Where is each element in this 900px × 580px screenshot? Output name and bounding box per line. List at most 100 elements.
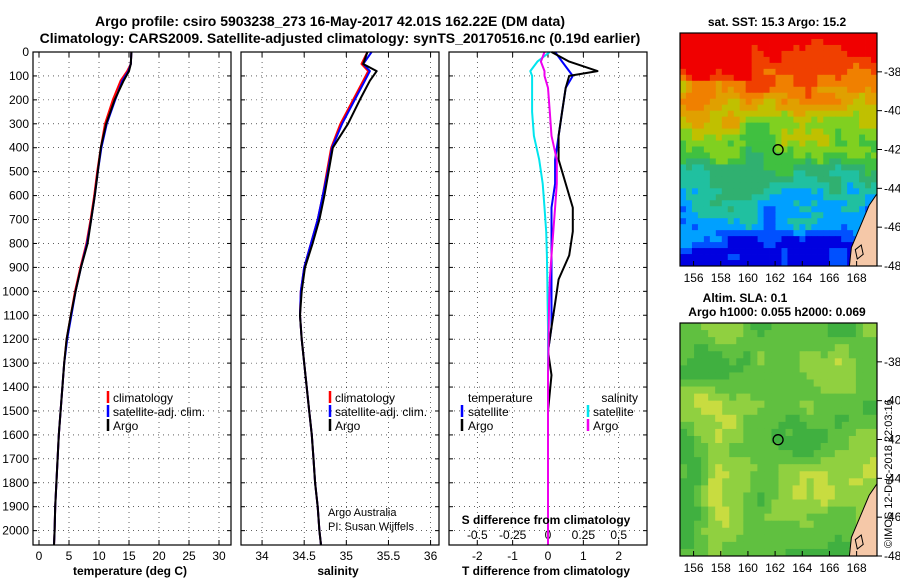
map-cell (820, 421, 829, 430)
map-cell (853, 62, 860, 70)
map-cell (865, 50, 872, 58)
map-cell (820, 513, 829, 522)
map-cell (813, 471, 822, 479)
map-cell (827, 471, 836, 479)
map-cell (834, 435, 843, 444)
map-cell (805, 182, 812, 189)
map-cell (823, 254, 830, 261)
map-cell (680, 68, 687, 76)
map-cell (709, 80, 717, 88)
map-cell (708, 358, 716, 366)
map-cell (745, 134, 753, 141)
map-cell (778, 471, 786, 479)
map-cell (757, 337, 765, 345)
map-cell (871, 38, 878, 46)
map-cell (841, 116, 848, 124)
map-cell (703, 236, 711, 243)
map-cell (736, 414, 744, 423)
map-cell (775, 80, 782, 88)
map-cell (817, 50, 824, 58)
map-cell (847, 248, 854, 255)
map-cell (769, 80, 776, 88)
map-cell (715, 323, 723, 331)
s-difference-xlabel: S difference from climatology (462, 513, 631, 527)
map-cell (865, 110, 872, 118)
map-cell (736, 541, 744, 550)
map-cell (708, 351, 716, 359)
map-cell (733, 242, 741, 249)
map-cell (853, 218, 860, 225)
map-cell (835, 212, 842, 219)
map-cell (745, 236, 753, 243)
map-cell (715, 62, 723, 70)
map-cell (691, 110, 699, 118)
map-cell (775, 110, 782, 118)
map-cell (805, 44, 812, 52)
map-cell (871, 146, 878, 153)
map-cell (739, 140, 747, 147)
map-cell (841, 386, 850, 395)
map-cell (847, 152, 854, 159)
legend-satellite-label: satellite-adj. clim. (113, 405, 205, 419)
map-cell (793, 116, 800, 124)
map-cell (715, 358, 723, 366)
map-cell (827, 337, 836, 345)
map-cell (751, 92, 759, 100)
map-cell (750, 443, 758, 451)
legend-s-argo-label: Argo (593, 419, 619, 433)
map-cell (847, 62, 854, 70)
map-cell (703, 188, 711, 195)
map-cell (771, 492, 779, 500)
map-cell (792, 372, 801, 380)
depth-tick-label: 100 (9, 69, 29, 83)
map-cell (781, 104, 788, 112)
map-cell (680, 200, 687, 207)
map-cell (806, 527, 815, 536)
map-cell (739, 254, 747, 261)
map-cell (757, 206, 764, 213)
map-cell (847, 110, 854, 118)
map-cell (715, 428, 723, 437)
map-cell (736, 365, 744, 373)
map-cell (827, 478, 836, 486)
map-cell (708, 492, 716, 500)
map-cell (775, 188, 782, 195)
map-cell (847, 206, 854, 213)
map-cell (792, 443, 801, 451)
map-cell (835, 158, 842, 165)
map-cell (853, 38, 860, 46)
map-cell (806, 548, 815, 557)
map-cell (745, 122, 753, 129)
map-cell (687, 365, 695, 373)
map-cell (771, 534, 779, 543)
map-cell (697, 200, 705, 207)
map-cell (775, 224, 782, 231)
map-cell (727, 68, 735, 76)
map-cell (811, 128, 818, 135)
map-cell (841, 527, 850, 536)
map-cell (680, 330, 688, 338)
map-cell (691, 158, 699, 165)
map-cell (841, 260, 848, 267)
map-cell (750, 358, 758, 366)
map-cell (859, 68, 866, 76)
map-cell (729, 358, 737, 366)
map-cell (708, 513, 716, 522)
imos-credit: ©IMOS 12-Dec-2018 22:03:16 (883, 399, 895, 548)
map-cell (743, 464, 751, 472)
map-cell (848, 435, 857, 444)
map-cell (697, 44, 705, 52)
map-cell (680, 478, 688, 486)
map-cell (729, 443, 737, 451)
map-cell (709, 230, 717, 237)
map-cell (771, 520, 779, 529)
map-cell (847, 170, 854, 177)
map-cell (775, 176, 782, 183)
map-cell (785, 393, 793, 402)
map-cell (709, 218, 717, 225)
map-cell (785, 421, 793, 430)
map-cell (751, 110, 759, 118)
map-cell (703, 98, 711, 106)
map-cell (820, 435, 829, 444)
latitude-tick-label: -44 (884, 181, 900, 195)
